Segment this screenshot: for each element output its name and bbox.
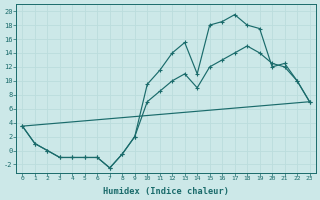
X-axis label: Humidex (Indice chaleur): Humidex (Indice chaleur): [103, 187, 229, 196]
